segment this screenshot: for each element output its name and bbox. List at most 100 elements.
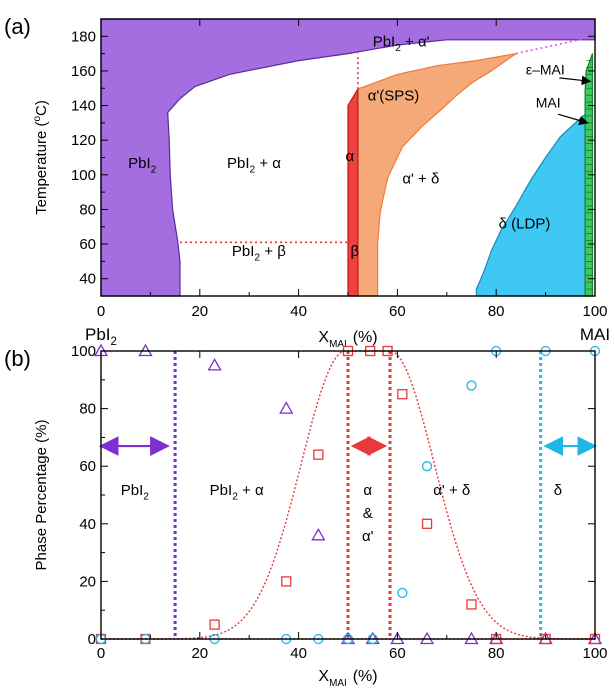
region-label-1-sub: 2 [249, 164, 255, 175]
y-label-pre: Temperature ( [33, 122, 50, 215]
region-label-5-main: α [346, 148, 355, 165]
y-axis-label-a: Temperature (oC) [32, 100, 50, 215]
square-point [209, 619, 220, 630]
circle-point [397, 587, 408, 599]
region-label-8-main: δ (LDP) [499, 215, 551, 232]
phase-label-0-sub: 2 [143, 492, 149, 503]
x-tick-label-a: 60 [389, 303, 406, 320]
panel-label-b: (b) [4, 346, 31, 371]
region-label-7-main: α' + δ [402, 170, 439, 187]
triangle-point [138, 343, 153, 357]
region-label-6-main: β [350, 243, 359, 260]
x-end-label-left: PbI2 [85, 325, 117, 348]
square-point [421, 518, 433, 529]
phase-label-4-main: α' [362, 528, 374, 545]
triangle-point [419, 631, 435, 645]
phase-label-6-main: δ [554, 482, 562, 499]
y-label-sup: o [32, 116, 43, 122]
region-2 [347, 86, 359, 297]
region-label-1-main: PbI [227, 155, 250, 172]
annotation-arrow-0 [559, 75, 592, 86]
y-axis-label-b: Phase Percentage (%) [33, 420, 50, 571]
y-tick-label-b: 60 [79, 458, 96, 475]
x-axis-label-a-sub: MAI [329, 339, 347, 350]
region-label-3: PbI2 + α' [373, 34, 430, 55]
phase-label-0: PbI2 [121, 482, 150, 503]
region-label-9: ε–MAI [526, 61, 565, 77]
region-label-2-main: PbI [232, 243, 255, 260]
x-end-label-left-main: PbI [85, 325, 111, 344]
x-end-label-right: MAI [580, 325, 610, 344]
square-point [397, 389, 408, 400]
region-label-0-sub: 2 [151, 164, 157, 175]
annotation-arrow-1 [557, 113, 589, 126]
x-tick-label-a: 0 [97, 303, 105, 320]
phase-label-0-main: PbI [121, 482, 144, 499]
x-axis-label-a-unit: (%) [353, 329, 378, 346]
phase-label-1-post: + α [238, 482, 264, 499]
y-tick-label-a: 120 [71, 132, 96, 149]
region-label-10-main: MAI [536, 94, 561, 110]
x-tick-label-b: 40 [290, 645, 307, 662]
x-tick-label-b: 20 [191, 645, 208, 662]
x-tick-label-a: 20 [191, 303, 208, 320]
y-tick-label-a: 140 [71, 98, 96, 115]
region-label-10: MAI [536, 94, 561, 110]
x-end-label-left-sub: 2 [111, 336, 117, 348]
triangle-point [279, 401, 294, 414]
x-tick-label-b: 100 [582, 645, 607, 662]
y-tick-label-a: 160 [71, 63, 96, 80]
y-tick-label-b: 20 [79, 573, 96, 590]
region-label-1: PbI2 + α [227, 155, 281, 176]
region-label-3-main: PbI [373, 34, 396, 51]
x-tick-label-b: 60 [389, 645, 406, 662]
circle-point [466, 380, 477, 391]
region-label-6: β [350, 243, 359, 260]
square-point [466, 599, 477, 610]
region-label-2-sub: 2 [254, 253, 260, 264]
phase-label-2-main: α [363, 482, 372, 499]
square-point [281, 576, 292, 587]
region-label-2: PbI2 + β [232, 243, 286, 264]
phase-label-3-main: & [363, 505, 373, 522]
phase-label-1-sub: 2 [232, 492, 238, 503]
phase-label-6: δ [554, 482, 562, 499]
y-tick-label-a: 100 [71, 167, 96, 184]
region-label-9-main: ε–MAI [526, 61, 565, 77]
region-label-7: α' + δ [402, 170, 439, 187]
panel-label-a: (a) [4, 14, 31, 39]
phase-label-4: α' [362, 528, 374, 545]
x-axis-label-b-unit: (%) [353, 668, 378, 685]
region-label-0-main: PbI [128, 155, 151, 172]
phase-label-1: PbI2 + α [210, 482, 264, 503]
y-tick-label-b: 80 [79, 401, 96, 418]
x-axis-label-b-main: X [318, 668, 329, 685]
phase-label-2: α [363, 482, 372, 499]
x-axis-label-b: XMAI (%) [318, 668, 377, 688]
region-1 [357, 53, 517, 297]
phase-label-3: & [363, 505, 373, 522]
x-axis-label-b-sub: MAI [329, 678, 347, 688]
square-point [313, 449, 324, 460]
y-label-post: C) [33, 100, 50, 116]
x-tick-label-a: 100 [582, 303, 607, 320]
region-label-2-post: + β [260, 243, 286, 260]
y-tick-label-a: 40 [79, 271, 96, 288]
y-tick-label-a: 80 [79, 201, 96, 218]
region-label-1-post: + α [255, 155, 281, 172]
region-label-0: PbI2 [128, 155, 157, 176]
triangle-point [207, 358, 222, 371]
region-label-3-post: + α' [401, 34, 430, 51]
triangle-point [390, 631, 405, 645]
triangle-point [464, 631, 479, 645]
x-axis-label-a-main: X [318, 329, 329, 346]
region-label-3-sub: 2 [395, 43, 401, 54]
y-tick-label-a: 180 [71, 28, 96, 45]
phase-label-5: α' + δ [433, 482, 470, 499]
phase-label-1-main: PbI [210, 482, 233, 499]
y-tick-label-a: 60 [79, 236, 96, 253]
y-tick-label-b: 100 [71, 343, 96, 360]
region-label-5: α [346, 148, 355, 165]
